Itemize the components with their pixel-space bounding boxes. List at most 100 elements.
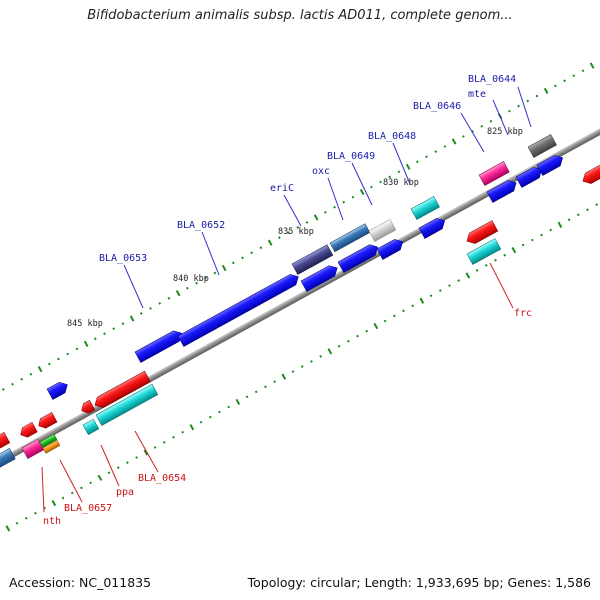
gene-blue-d-arrow[interactable] (376, 236, 406, 260)
scale-tick-minor (296, 226, 300, 229)
gene-bla0649-arrow[interactable] (368, 219, 397, 242)
gene-label-bla0648[interactable]: BLA_0648 (368, 131, 416, 142)
gene-blue-h-arrow[interactable] (536, 152, 566, 176)
gene-red-e-arrow[interactable] (18, 421, 38, 439)
gene-label-bla0654[interactable]: BLA_0654 (138, 473, 186, 484)
gene-label-bla0657[interactable]: BLA_0657 (64, 503, 112, 514)
scale-tick-minor (595, 203, 599, 207)
scale-tick-major (235, 398, 241, 405)
map-title: Bifidobacterium animalis subsp. lactis A… (87, 8, 513, 23)
gene-bla0654-arrow[interactable] (95, 383, 159, 426)
gene-label-nth[interactable]: nth (43, 516, 61, 527)
scale-tick-major (313, 214, 319, 221)
scale-tick-minor (471, 130, 474, 133)
gene-blue-g-arrow[interactable] (515, 164, 545, 188)
scale-tick-major (359, 189, 365, 196)
gene-label-bla0653[interactable]: BLA_0653 (99, 253, 147, 264)
scale-tick-minor (434, 150, 438, 153)
gene-labels-forward: BLA_0644 mte BLA_0646 BLA_0648 BLA_0649 … (99, 74, 516, 264)
scale-tick-minor (259, 246, 263, 250)
gene-label-oxc[interactable]: oxc (312, 166, 330, 177)
scale-tick-minor (116, 466, 120, 470)
scale-tick-minor (319, 355, 322, 358)
scale-tick-minor (480, 124, 484, 128)
scale-tick-minor (581, 69, 585, 73)
scale-tick-minor (167, 296, 171, 300)
gene-blue-e-arrow[interactable] (418, 215, 448, 239)
scale-tick-major (221, 264, 227, 272)
gene-label-bla0644[interactable]: BLA_0644 (468, 74, 516, 85)
gene-label-ppa[interactable]: ppa (116, 487, 134, 498)
leader-line-bla0652 (201, 231, 220, 276)
scale-tick-minor (494, 258, 497, 262)
scale-tick-minor (241, 256, 244, 260)
scale-tick-minor (135, 456, 138, 459)
scale-tick-minor (503, 253, 507, 257)
scale-tick-minor (172, 435, 175, 439)
scale-tick-minor (213, 271, 217, 275)
gene-red-large-arrow[interactable] (92, 370, 151, 410)
scale-tick-minor (107, 471, 111, 475)
gene-red-edge-arrow[interactable] (580, 161, 600, 187)
reverse-genes (0, 161, 600, 469)
gene-label-mte[interactable]: mte (468, 89, 486, 100)
gene-label-bla0646[interactable]: BLA_0646 (413, 101, 461, 112)
gene-bla0648-arrow[interactable] (410, 196, 440, 220)
gene-blue-small-arrow[interactable] (46, 379, 70, 400)
scale-tick-major (97, 474, 103, 481)
gene-bla0646-arrow[interactable] (478, 161, 510, 186)
leader-line-frc (489, 262, 514, 309)
gene-bla0653-arrow[interactable] (134, 328, 185, 363)
scale-tick-minor (549, 228, 553, 232)
scale-tick-minor (47, 362, 51, 366)
gene-label-bla0652[interactable]: BLA_0652 (177, 220, 225, 231)
gene-blue-c-arrow[interactable] (337, 242, 381, 273)
scale-tick-major (589, 62, 595, 69)
scale-ticks (1, 62, 599, 532)
gene-bla0652-arrow[interactable] (177, 271, 301, 347)
gene-orange-arrow[interactable] (42, 439, 61, 454)
scale-tick-minor (139, 312, 143, 315)
gene-label-eric[interactable]: eriC (270, 183, 294, 194)
scale-tick-minor (475, 269, 479, 272)
gene-red-d-arrow[interactable] (36, 411, 58, 430)
gene-frc-arrow[interactable] (464, 220, 499, 247)
leader-line-bla0657 (59, 459, 83, 503)
gene-blue-f-arrow[interactable] (486, 178, 519, 203)
gene-eric-arrow[interactable] (291, 244, 334, 275)
scale-tick-minor (66, 352, 70, 356)
gene-green-arrow[interactable] (39, 433, 58, 448)
gene-bla0644-arrow[interactable] (527, 134, 557, 158)
scale-tick-minor (305, 221, 309, 224)
gene-red-edge-left-arrow[interactable] (0, 431, 11, 451)
scale-tick-minor (572, 74, 576, 78)
scale-tick-minor (199, 420, 203, 424)
scale-tick-minor (517, 104, 520, 108)
gene-labels-reverse: frc BLA_0654 ppa BLA_0657 nth (43, 308, 532, 527)
scale-tick-minor (11, 382, 14, 386)
leader-line-nth (41, 466, 45, 513)
gene-ppa-arrow[interactable] (82, 418, 100, 435)
scale-tick-major (373, 322, 379, 330)
scale-tick-minor (508, 109, 511, 113)
gene-blue-b-arrow[interactable] (300, 263, 340, 292)
scale-tick-minor (351, 195, 355, 199)
gene-steel-edge-arrow[interactable] (0, 448, 16, 469)
scale-tick-minor (1, 387, 5, 391)
leader-line-bla0654 (134, 430, 159, 473)
scale-tick-minor (153, 446, 157, 449)
scale-labels: 845 kbp 840 kbp 835 kbp 830 kbp 825 kbp (67, 127, 523, 329)
leader-line-bla0646 (460, 112, 485, 153)
scale-tick-minor (218, 410, 221, 414)
topology-text: Topology: circular; Length: 1,933,695 bp… (247, 575, 591, 590)
gene-cyan-b-arrow[interactable] (466, 238, 502, 265)
gene-label-frc[interactable]: frc (514, 308, 532, 319)
scale-tick-minor (264, 385, 267, 389)
gene-bla0657-arrow[interactable] (21, 438, 44, 459)
gene-red-c-arrow[interactable] (79, 399, 96, 415)
scale-tick-major (405, 163, 411, 170)
scale-tick-minor (70, 491, 74, 495)
gene-label-bla0649[interactable]: BLA_0649 (327, 151, 375, 162)
scale-tick-minor (15, 521, 19, 525)
leader-line-bla0653 (123, 264, 144, 309)
